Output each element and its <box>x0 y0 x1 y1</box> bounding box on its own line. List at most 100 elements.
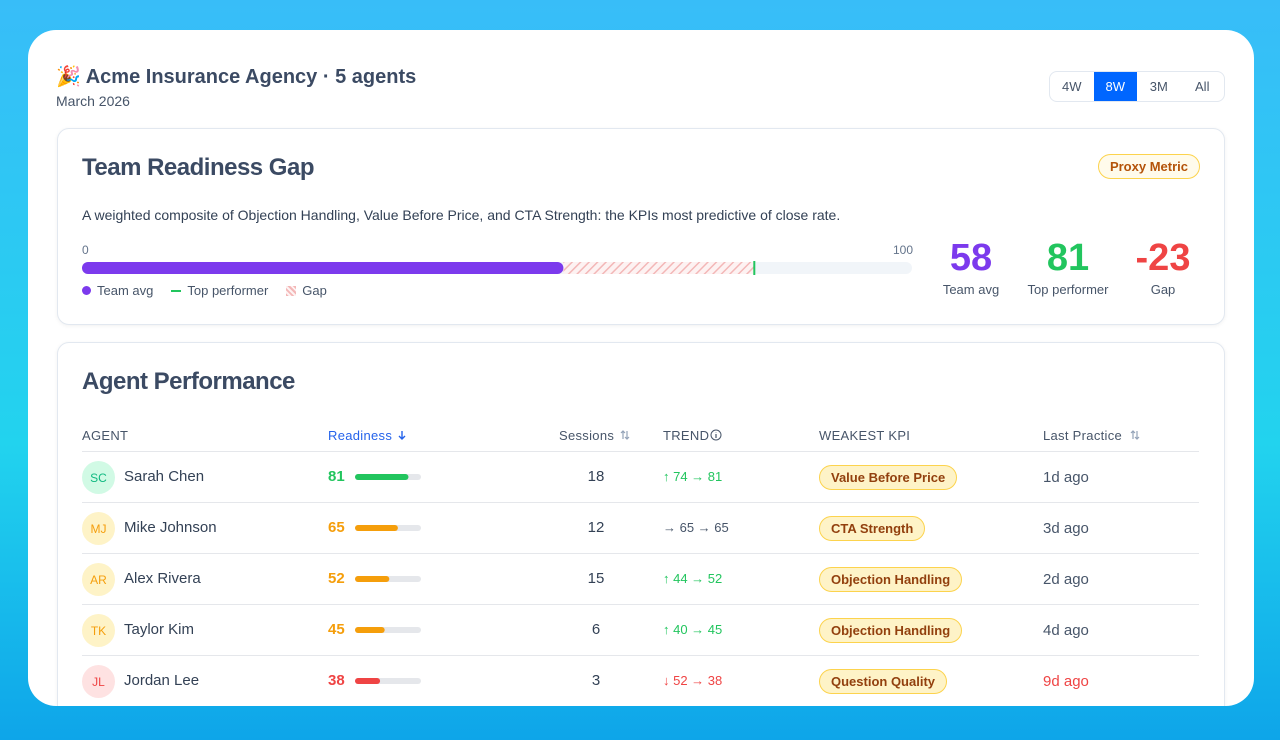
readiness-value: 52 <box>328 570 345 587</box>
column-header[interactable]: Last Practice <box>1043 428 1123 443</box>
description: A weighted composite of Objection Handli… <box>82 207 841 223</box>
trend: ↑ 74 → 81 <box>663 469 723 484</box>
window: 🎉 Acme Insurance Agency · 5 agents March… <box>28 30 1254 706</box>
stat: 81 Top performer <box>1008 237 1128 297</box>
sessions: 15 <box>587 570 605 587</box>
stat: 58 Team avg <box>911 237 1031 297</box>
table-title: Agent Performance <box>82 368 295 395</box>
weakest-kpi: Value Before Price <box>819 465 958 490</box>
range-tab[interactable]: 3M <box>1149 79 1168 94</box>
agent-name: Mike Johnson <box>124 519 217 536</box>
readiness-value: 65 <box>328 519 345 536</box>
avatar: MJ <box>82 512 115 545</box>
proxy-badge: Proxy Metric <box>1097 154 1200 179</box>
trend: ↑ 44 → 52 <box>663 571 723 586</box>
info-circle <box>710 429 722 441</box>
range-tab[interactable]: 8W <box>1093 72 1137 101</box>
gap-segment <box>563 262 755 274</box>
sort-icon[interactable] <box>396 429 408 441</box>
range-tab[interactable]: 4W <box>1062 79 1082 94</box>
sessions: 6 <box>591 621 601 638</box>
stat: -23 Gap <box>1103 237 1223 297</box>
column-header: WEAKEST KPI <box>819 428 911 443</box>
trend: ↑ 40 → 45 <box>663 622 723 637</box>
readiness-fill <box>355 627 385 633</box>
legend-swatch <box>286 285 297 296</box>
subtitle: March 2026 <box>56 93 130 109</box>
readiness-bar <box>355 678 421 684</box>
trend: → 65 → 65 <box>663 520 729 535</box>
range-tabs: 4W 8W 3M All <box>1049 71 1225 102</box>
readiness-value: 45 <box>328 621 345 638</box>
column-header[interactable]: Readiness <box>328 428 393 443</box>
row-rule <box>82 553 1199 554</box>
column-header[interactable]: Sessions <box>559 428 615 443</box>
stat-value: -23 <box>1135 237 1191 279</box>
readiness-bar <box>355 474 421 480</box>
last-practice: 9d ago <box>1043 673 1089 690</box>
avatar: SC <box>82 461 115 494</box>
agent-name: Taylor Kim <box>124 621 195 638</box>
sessions: 3 <box>591 672 601 689</box>
stat-value: 58 <box>949 237 993 279</box>
range-tab[interactable]: All <box>1195 79 1210 94</box>
readiness-fill <box>355 678 381 684</box>
avatar: JL <box>82 665 115 698</box>
readiness-value: 38 <box>328 672 345 689</box>
sort-arrows <box>1130 430 1140 440</box>
stat-label: Gap <box>1150 282 1176 297</box>
sort-icon[interactable] <box>619 429 631 441</box>
trend: ↓ 52 → 38 <box>663 673 723 688</box>
page-title: Acme Insurance Agency · 5 agents <box>85 66 417 88</box>
column-header: AGENT <box>82 428 129 443</box>
table-card <box>57 342 1225 706</box>
header-rule <box>82 451 1199 452</box>
readiness-fill <box>355 576 390 582</box>
info-icon <box>710 429 722 441</box>
stat-label: Top performer <box>1027 282 1109 297</box>
agent-name: Sarah Chen <box>124 468 205 485</box>
weakest-kpi: Objection Handling <box>819 567 963 592</box>
readiness-bar <box>355 525 421 531</box>
sort-icon[interactable] <box>1129 429 1141 441</box>
legend-swatch <box>82 286 91 295</box>
readiness-fill <box>355 474 409 480</box>
weakest-kpi: CTA Strength <box>819 516 926 541</box>
readiness-fill <box>355 525 398 531</box>
sort-arrow <box>398 431 406 440</box>
title-row: 🎉 Acme Insurance Agency · 5 agents <box>56 64 416 89</box>
readiness-bar <box>355 627 421 633</box>
gap-bar <box>82 261 912 275</box>
legend-label: Gap <box>302 283 327 298</box>
avatar: AR <box>82 563 115 596</box>
last-practice: 2d ago <box>1043 571 1089 588</box>
scale-min: 0 <box>82 243 89 257</box>
row-rule <box>82 604 1199 605</box>
team-avg-fill <box>82 262 564 274</box>
legend-item: Team avg <box>82 283 153 298</box>
row-rule <box>82 502 1199 503</box>
last-practice: 1d ago <box>1043 469 1089 486</box>
scale-max: 100 <box>892 243 913 257</box>
stat-label: Team avg <box>942 282 1000 297</box>
top-performer-marker <box>753 261 756 275</box>
legend: Team avg Top performer Gap <box>82 283 327 298</box>
row-rule <box>82 655 1199 656</box>
emoji: 🎉 <box>56 66 81 88</box>
column-header: TREND <box>663 428 710 443</box>
sessions: 18 <box>587 468 605 485</box>
last-practice: 4d ago <box>1043 622 1089 639</box>
stat-value: 81 <box>1046 237 1090 279</box>
agent-table: AGENT Readiness Sessions TREND WEAKEST KPI La… <box>28 30 1254 706</box>
legend-label: Top performer <box>187 283 269 298</box>
last-practice: 3d ago <box>1043 520 1089 537</box>
legend-swatch <box>171 289 182 292</box>
sessions: 12 <box>587 519 605 536</box>
legend-label: Team avg <box>97 283 154 298</box>
weakest-kpi: Objection Handling <box>819 618 963 643</box>
legend-item: Gap <box>286 283 327 298</box>
readiness-bar <box>355 576 421 582</box>
readiness-value: 81 <box>328 468 345 485</box>
weakest-kpi: Question Quality <box>819 669 948 694</box>
